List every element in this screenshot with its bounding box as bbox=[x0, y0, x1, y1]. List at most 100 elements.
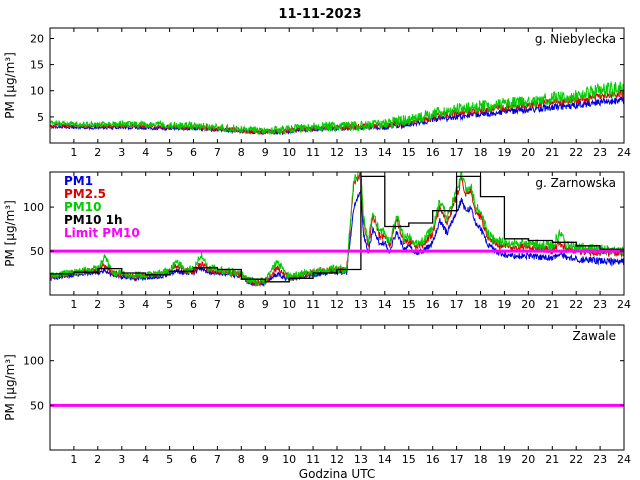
x-tick-label: 18 bbox=[474, 146, 488, 158]
x-tick-label: 10 bbox=[282, 298, 296, 310]
y-tick-label: 50 bbox=[30, 399, 44, 412]
y-axis-label: PM [µg/m³] bbox=[3, 354, 17, 421]
x-tick-label: 1 bbox=[70, 453, 77, 466]
site-label: Zawale bbox=[573, 329, 616, 343]
x-tick-label: 4 bbox=[142, 146, 149, 158]
x-tick-label: 2 bbox=[94, 146, 101, 158]
x-tick-label: 7 bbox=[214, 146, 221, 158]
x-tick-label: 18 bbox=[474, 453, 488, 466]
plot-area bbox=[50, 172, 624, 288]
x-tick-label: 8 bbox=[238, 298, 245, 310]
x-tick-label: 23 bbox=[593, 453, 607, 466]
legend-entry: PM1 bbox=[64, 174, 93, 188]
y-tick-label: 15 bbox=[30, 59, 44, 72]
y-tick-label: 50 bbox=[30, 245, 44, 258]
x-tick-label: 12 bbox=[330, 453, 344, 466]
x-tick-label: 21 bbox=[545, 146, 559, 158]
x-axis-label: Godzina UTC bbox=[299, 467, 375, 480]
x-tick-label: 1 bbox=[70, 298, 77, 310]
axis-frame bbox=[49, 324, 625, 451]
x-tick-label: 11 bbox=[306, 298, 320, 310]
x-tick-label: 20 bbox=[521, 453, 535, 466]
x-tick-label: 21 bbox=[545, 298, 559, 310]
x-tick-label: 23 bbox=[593, 146, 607, 158]
x-tick-label: 3 bbox=[118, 453, 125, 466]
x-tick-label: 20 bbox=[521, 146, 535, 158]
y-axis-label: PM [µg/m³] bbox=[3, 200, 17, 267]
x-tick-label: 4 bbox=[142, 453, 149, 466]
x-tick-label: 5 bbox=[166, 453, 173, 466]
legend-entry: PM10 1h bbox=[64, 213, 123, 227]
x-tick-label: 7 bbox=[214, 453, 221, 466]
x-tick-label: 4 bbox=[142, 298, 149, 310]
x-tick-label: 13 bbox=[354, 453, 368, 466]
x-tick-label: 9 bbox=[262, 298, 269, 310]
series-PM10 bbox=[50, 80, 624, 136]
x-tick-label: 12 bbox=[330, 146, 344, 158]
x-tick-label: 24 bbox=[617, 453, 631, 466]
x-tick-label: 14 bbox=[378, 298, 392, 310]
x-tick-label: 1 bbox=[70, 146, 77, 158]
x-tick-label: 7 bbox=[214, 298, 221, 310]
y-axis-label: PM [µg/m³] bbox=[3, 52, 17, 119]
x-tick-label: 2 bbox=[94, 453, 101, 466]
x-tick-label: 22 bbox=[569, 298, 583, 310]
x-tick-label: 19 bbox=[497, 453, 511, 466]
y-tick-label: 10 bbox=[30, 85, 44, 98]
x-tick-label: 16 bbox=[426, 453, 440, 466]
x-tick-label: 12 bbox=[330, 298, 344, 310]
x-tick-label: 5 bbox=[166, 146, 173, 158]
x-tick-label: 8 bbox=[238, 453, 245, 466]
x-tick-label: 9 bbox=[262, 453, 269, 466]
x-tick-label: 11 bbox=[306, 453, 320, 466]
x-tick-label: 6 bbox=[190, 298, 197, 310]
chart-zawale: 1 2 3 4 5 6 7 8 9 10 11 12 13 14 15 16 17 18 19 20 21 22 23 245… bbox=[3, 324, 631, 480]
legend-entry: Limit PM10 bbox=[64, 226, 140, 240]
x-tick-label: 13 bbox=[354, 146, 368, 158]
x-tick-label: 10 bbox=[282, 146, 296, 158]
y-tick-label: 100 bbox=[23, 201, 44, 214]
x-tick-label: 3 bbox=[118, 298, 125, 310]
x-tick-label: 16 bbox=[426, 298, 440, 310]
x-tick-label: 17 bbox=[450, 298, 464, 310]
x-tick-label: 24 bbox=[617, 146, 631, 158]
x-tick-label: 14 bbox=[378, 146, 392, 158]
x-tick-label: 16 bbox=[426, 146, 440, 158]
x-tick-label: 14 bbox=[378, 453, 392, 466]
x-tick-label: 6 bbox=[190, 453, 197, 466]
x-tick-label: 5 bbox=[166, 298, 173, 310]
x-tick-label: 15 bbox=[402, 298, 416, 310]
x-tick-label: 15 bbox=[402, 146, 416, 158]
x-tick-label: 8 bbox=[238, 146, 245, 158]
x-tick-label: 24 bbox=[617, 298, 631, 310]
x-tick-label: 17 bbox=[450, 146, 464, 158]
x-tick-label: 18 bbox=[474, 298, 488, 310]
legend-entry: PM10 bbox=[64, 200, 101, 214]
x-tick-label: 23 bbox=[593, 298, 607, 310]
x-tick-label: 6 bbox=[190, 146, 197, 158]
x-tick-label: 2 bbox=[94, 298, 101, 310]
x-tick-label: 21 bbox=[545, 453, 559, 466]
chart-zarnowska: 1 2 3 4 5 6 7 8 9 10 11 12 13 14 15 16 17 18 19 20 21 22 23 245… bbox=[3, 171, 631, 310]
site-label: g. Niebylecka bbox=[535, 32, 616, 46]
series-PM10 1h bbox=[50, 175, 624, 283]
site-label: g. Zarnowska bbox=[535, 176, 616, 190]
x-tick-label: 17 bbox=[450, 453, 464, 466]
y-tick-label: 20 bbox=[30, 33, 44, 46]
x-tick-label: 13 bbox=[354, 298, 368, 310]
legend-entry: PM2.5 bbox=[64, 187, 106, 201]
x-tick-label: 10 bbox=[282, 453, 296, 466]
x-tick-label: 20 bbox=[521, 298, 535, 310]
x-tick-label: 15 bbox=[402, 453, 416, 466]
figure-title: 11-11-2023 bbox=[278, 7, 362, 22]
x-tick-label: 3 bbox=[118, 146, 125, 158]
x-tick-label: 19 bbox=[497, 298, 511, 310]
x-tick-label: 11 bbox=[306, 146, 320, 158]
chart-niebylecka: 1 2 3 4 5 6 7 8 9 10 11 12 13 14 15 16 17 18 19 20 21 22 23 245… bbox=[3, 27, 631, 158]
y-tick-label: 100 bbox=[23, 355, 44, 368]
x-tick-label: 22 bbox=[569, 146, 583, 158]
y-tick-label: 5 bbox=[37, 111, 44, 124]
x-tick-label: 9 bbox=[262, 146, 269, 158]
x-tick-label: 19 bbox=[497, 146, 511, 158]
